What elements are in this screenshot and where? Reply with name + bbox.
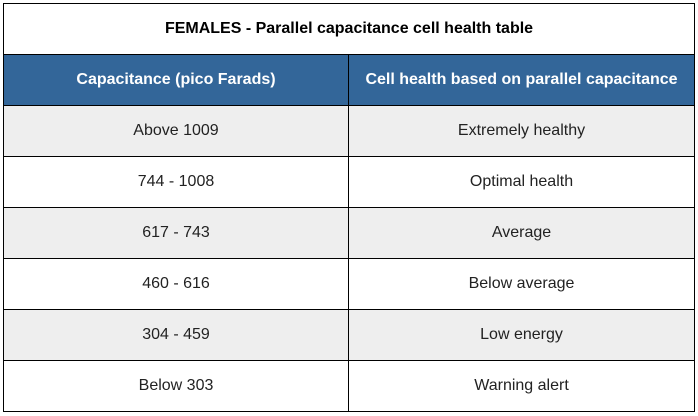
health-cell: Average <box>347 207 696 259</box>
column-header-capacitance: Capacitance (pico Farads) <box>3 54 349 106</box>
capacitance-cell: 460 - 616 <box>3 258 349 310</box>
table-row: 744 - 1008 Optimal health <box>3 156 696 208</box>
capacitance-cell: 744 - 1008 <box>3 156 349 208</box>
column-header-cell-health: Cell health based on parallel capacitanc… <box>347 54 696 106</box>
table-row: Below 303 Warning alert <box>3 360 696 412</box>
capacitance-cell: Above 1009 <box>3 105 349 157</box>
capacitance-cell: 304 - 459 <box>3 309 349 361</box>
capacitance-cell: 617 - 743 <box>3 207 349 259</box>
table-row: Above 1009 Extremely healthy <box>3 105 696 157</box>
cell-health-table: FEMALES - Parallel capacitance cell heal… <box>2 3 696 412</box>
health-cell: Below average <box>347 258 696 310</box>
table-row: 460 - 616 Below average <box>3 258 696 310</box>
table-row: 617 - 743 Average <box>3 207 696 259</box>
health-cell: Extremely healthy <box>347 105 696 157</box>
table-title: FEMALES - Parallel capacitance cell heal… <box>2 3 696 55</box>
health-cell: Warning alert <box>347 360 696 412</box>
table-title-row: FEMALES - Parallel capacitance cell heal… <box>2 3 696 55</box>
capacitance-cell: Below 303 <box>3 360 349 412</box>
health-cell: Optimal health <box>347 156 696 208</box>
table-row: 304 - 459 Low energy <box>3 309 696 361</box>
table-header-row: Capacitance (pico Farads) Cell health ba… <box>3 54 696 106</box>
health-cell: Low energy <box>347 309 696 361</box>
table-container: FEMALES - Parallel capacitance cell heal… <box>2 3 696 412</box>
